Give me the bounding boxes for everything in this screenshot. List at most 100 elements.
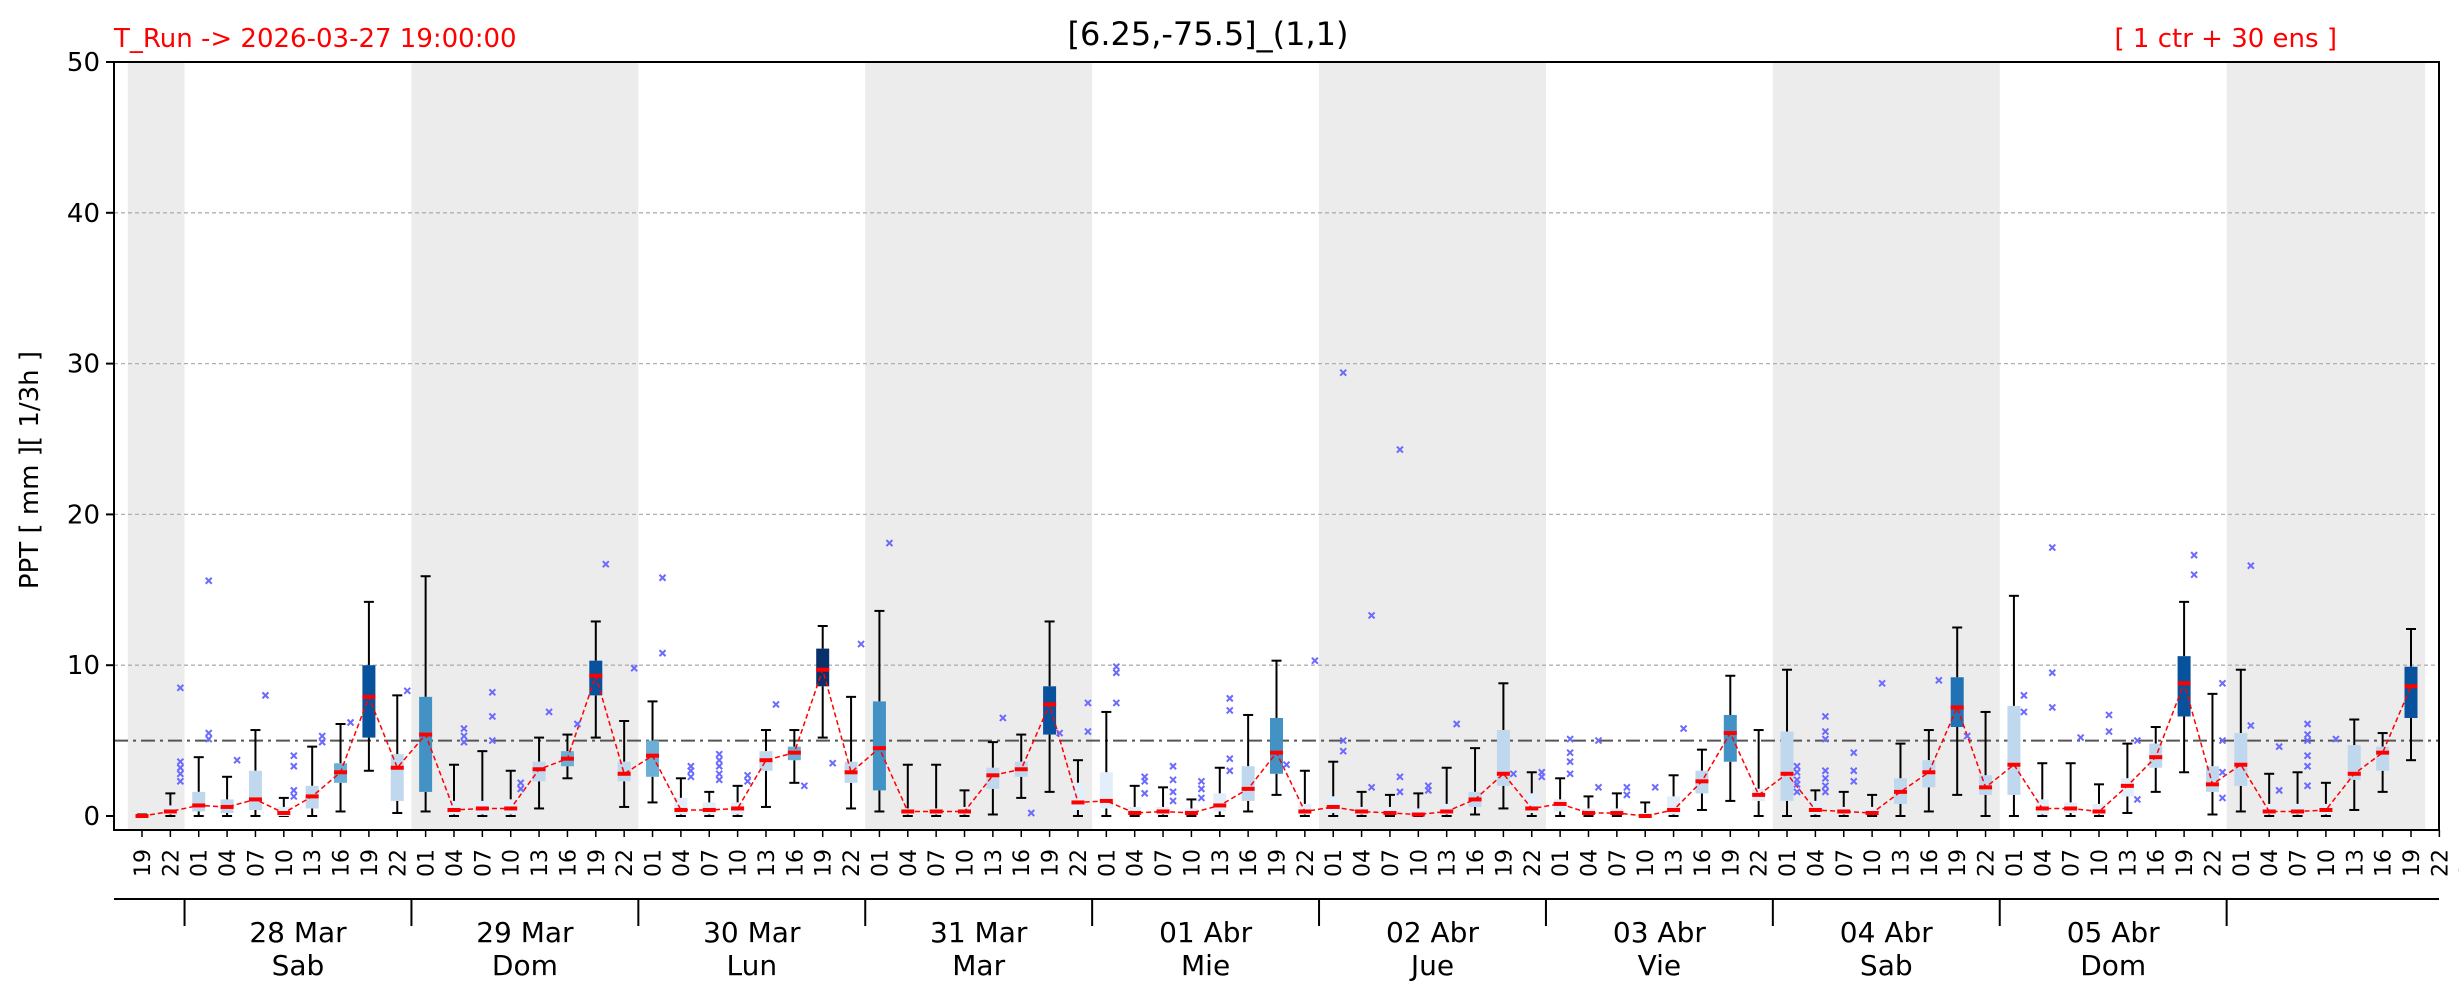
hour-label: 04 xyxy=(1577,849,1602,877)
day-date-label: 01 Abr xyxy=(1159,916,1252,949)
ensemble-members-label: [ 1 ctr + 30 ens ] xyxy=(2115,24,2338,54)
box-iqr xyxy=(1326,796,1340,813)
outlier-point xyxy=(1509,770,1518,778)
outlier-point xyxy=(743,777,752,786)
hour-label: 22 xyxy=(613,849,638,877)
outlier-points xyxy=(176,368,2340,817)
hour-label: 13 xyxy=(1436,849,1461,877)
outlier-point xyxy=(1452,720,1461,728)
y-axis-label: PPT [ mm ][ 1/3h ] xyxy=(15,351,45,589)
outlier-point xyxy=(1396,445,1404,454)
outlier-point xyxy=(573,720,582,728)
outlier-point xyxy=(517,779,525,787)
hour-label: 16 xyxy=(2145,849,2170,877)
hour-label: 10 xyxy=(1634,849,1659,877)
box-iqr xyxy=(646,740,660,777)
box-iqr xyxy=(1440,803,1454,815)
box-iqr xyxy=(1043,686,1057,735)
outlier-point xyxy=(1821,782,1830,790)
hour-label: 22 xyxy=(1067,849,1092,877)
outlier-point xyxy=(1850,767,1858,775)
hour-label: 19 xyxy=(1492,849,1517,877)
outlier-point xyxy=(1566,735,1574,743)
day-weekday-label: Jue xyxy=(1409,949,1454,982)
box-iqr xyxy=(2404,666,2418,718)
outlier-point xyxy=(2303,751,2312,760)
box-item xyxy=(1270,659,1283,796)
box-iqr xyxy=(1808,800,1822,815)
outlier-point xyxy=(2190,571,2198,579)
hour-label: 16 xyxy=(1918,849,1943,877)
box-item xyxy=(1298,769,1312,817)
box-iqr xyxy=(1241,766,1255,801)
box-iqr xyxy=(1723,714,1737,762)
hour-label: 16 xyxy=(1237,849,1262,877)
outlier-point xyxy=(2105,711,2113,719)
outlier-point xyxy=(290,792,298,801)
outlier-point xyxy=(1339,747,1347,755)
box-item xyxy=(2120,742,2134,814)
outlier-point xyxy=(1084,727,1092,736)
outlier-point xyxy=(1084,699,1092,707)
box-item xyxy=(2177,600,2191,774)
outlier-point xyxy=(1793,768,1801,776)
outlier-point xyxy=(1821,774,1830,783)
outlier-point xyxy=(1112,669,1121,677)
y-tick-label: 10 xyxy=(67,651,100,681)
hour-label: 01 xyxy=(188,849,213,877)
hour-label: 22 xyxy=(840,849,865,877)
day-date-label: 04 Abr xyxy=(1840,916,1933,949)
box-item xyxy=(1241,713,1255,813)
box-series xyxy=(135,575,2418,818)
box-iqr xyxy=(532,761,546,782)
box-item xyxy=(731,784,745,817)
box-iqr xyxy=(2007,705,2021,795)
hour-label: 04 xyxy=(1351,849,1376,877)
box-item xyxy=(1893,742,1907,817)
box-item xyxy=(1922,729,1936,813)
hour-label: 22 xyxy=(1294,849,1319,877)
day-weekday-label: Vie xyxy=(1638,949,1682,982)
outlier-point xyxy=(488,712,497,721)
median-connector-line xyxy=(141,667,2412,817)
box-item xyxy=(816,624,830,739)
outlier-point xyxy=(1396,773,1404,781)
outlier-point xyxy=(2303,730,2312,739)
outlier-point xyxy=(1793,776,1801,784)
outlier-point xyxy=(1197,794,1206,802)
box-item xyxy=(2404,628,2418,762)
outlier-point xyxy=(1169,797,1177,805)
box-iqr xyxy=(362,665,376,738)
outlier-point xyxy=(2133,736,2142,745)
day-date-label: 31 Mar xyxy=(930,916,1028,949)
hour-label: 13 xyxy=(1889,849,1914,877)
box-iqr xyxy=(2347,745,2361,780)
box-item xyxy=(1184,798,1198,817)
outlier-point xyxy=(772,700,780,709)
box-item xyxy=(1043,620,1057,793)
hour-label: 07 xyxy=(2060,849,2085,877)
box-iqr xyxy=(2234,733,2248,786)
outlier-point xyxy=(1821,727,1830,736)
hour-label: 19 xyxy=(2400,849,2425,877)
box-item xyxy=(1496,682,1510,810)
hour-label: 16 xyxy=(556,849,581,877)
hour-label: 07 xyxy=(471,849,496,877)
outlier-point xyxy=(2247,561,2255,570)
outlier-point xyxy=(2247,721,2255,730)
hour-label: 10 xyxy=(1861,849,1886,877)
outlier-point xyxy=(2133,795,2142,804)
hour-label: 07 xyxy=(1152,849,1177,877)
hour-label: 04 xyxy=(897,849,922,877)
hour-label: 16 xyxy=(330,849,355,877)
hour-label: 10 xyxy=(2088,849,2113,877)
day-date-label: 30 Mar xyxy=(703,916,801,949)
outlier-point xyxy=(1566,758,1574,766)
outlier-point xyxy=(290,786,298,795)
outlier-point xyxy=(1623,783,1631,792)
hour-label: 04 xyxy=(670,849,695,877)
box-item xyxy=(844,695,858,810)
day-weekday-label: Lun xyxy=(726,949,777,982)
hour-label: 07 xyxy=(2287,849,2312,877)
box-item xyxy=(2347,718,2361,811)
